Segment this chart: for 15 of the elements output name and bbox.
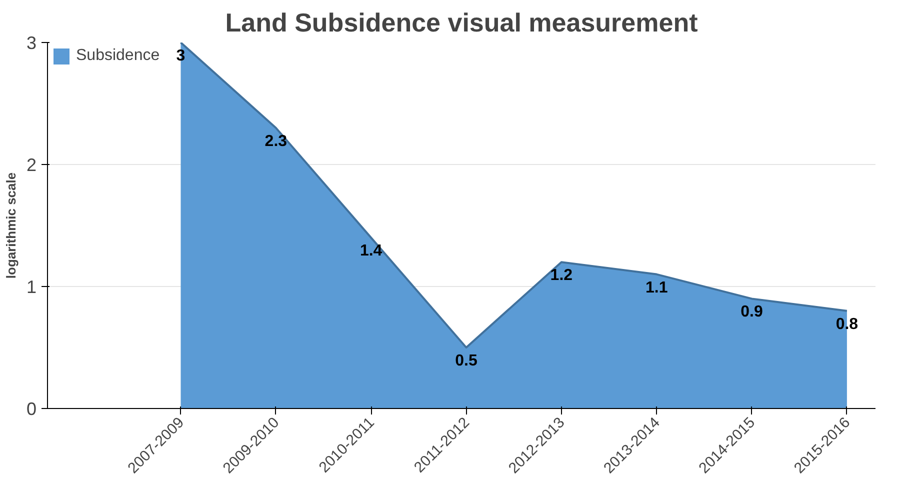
data-label: 0.8 [836,316,858,333]
data-label: 0.5 [455,352,478,370]
y-tick-label: 0 [26,399,37,419]
y-tick-label: 1 [26,277,37,297]
y-tick-label: 3 [26,33,37,53]
chart-title: Land Subsidence visual measurement [225,8,698,38]
data-label: 1.4 [360,242,382,260]
data-label: 2.3 [264,132,288,150]
y-axis-title: logarithmic scale [3,172,18,279]
data-label: 3 [176,48,186,64]
data-label: 1.1 [645,279,668,296]
legend-label: Subsidence [76,47,160,65]
data-label: 0.9 [740,304,763,321]
data-label: 1.2 [550,267,573,284]
y-tick-label: 2 [26,155,37,175]
